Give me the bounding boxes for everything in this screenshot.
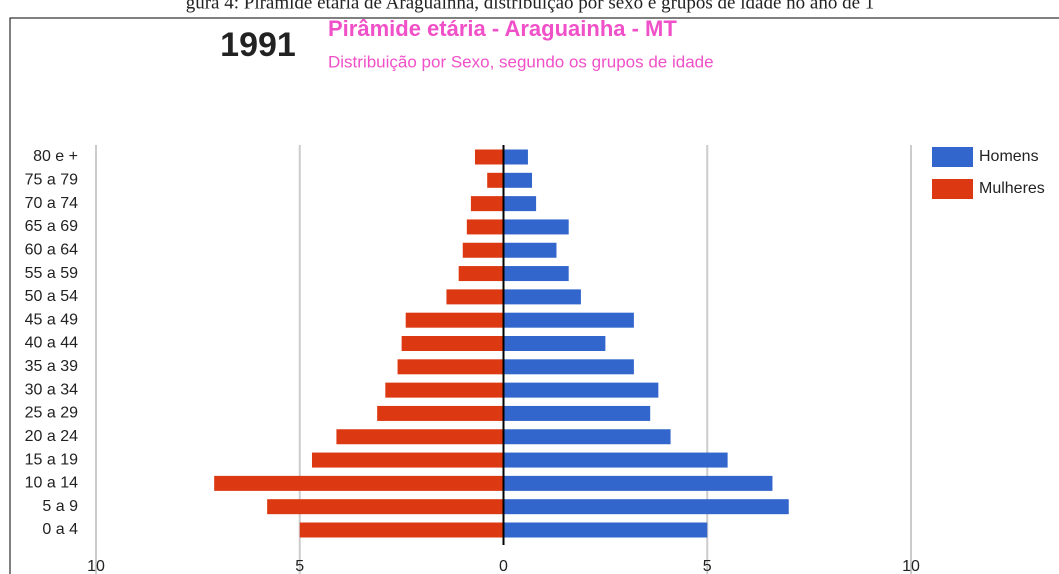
bar: [401, 336, 504, 351]
y-tick-label: 60 a 64: [25, 241, 78, 258]
bar: [503, 172, 533, 188]
bar: [503, 452, 728, 468]
y-tick-label: 0 a 4: [42, 521, 78, 538]
bar: [503, 196, 537, 212]
legend-swatch: [932, 179, 973, 199]
y-tick-label: 50 a 54: [25, 288, 78, 305]
frame: [9, 17, 1059, 574]
bar: [397, 359, 504, 375]
bar: [405, 312, 504, 328]
bar: [470, 196, 504, 212]
x-tick-label: 10: [902, 558, 920, 574]
bar: [503, 242, 557, 258]
legend-label: Mulheres: [979, 180, 1045, 197]
caption: gura 4: Pirâmide etária de Araguainha, d…: [186, 0, 875, 13]
x-tick-label: 5: [703, 558, 712, 574]
bar: [458, 266, 504, 282]
bar: [503, 499, 789, 515]
legend-label: Homens: [979, 148, 1039, 165]
bar: [267, 499, 504, 515]
bar: [336, 429, 504, 445]
y-tick-label: 35 a 39: [25, 358, 78, 375]
bar: [503, 219, 569, 235]
bar: [474, 149, 504, 165]
y-tick-label: 25 a 29: [25, 405, 78, 422]
y-tick-label: 5 a 9: [42, 498, 78, 515]
year: 1991: [220, 26, 296, 64]
y-tick-label: 20 a 24: [25, 428, 78, 445]
y-tick-label: 75 a 79: [25, 172, 78, 189]
chart-subtitle: Distribuição por Sexo, segundo os grupos…: [328, 52, 714, 71]
y-tick-label: 80 e +: [33, 148, 78, 165]
bar: [503, 149, 528, 165]
bar: [487, 172, 504, 188]
y-tick-label: 30 a 34: [25, 381, 78, 398]
legend-swatch: [932, 147, 973, 167]
bar: [503, 405, 651, 421]
bar: [446, 289, 504, 305]
y-tick-label: 45 a 49: [25, 311, 78, 328]
bar: [462, 242, 504, 258]
bar: [503, 359, 634, 375]
x-tick-label: 5: [295, 558, 304, 574]
x-tick-label: 10: [87, 558, 105, 574]
bar: [503, 475, 773, 491]
bar: [503, 522, 708, 538]
bar: [385, 382, 504, 398]
y-tick-label: 40 a 44: [25, 335, 78, 352]
bar: [503, 382, 659, 398]
bar: [503, 266, 569, 282]
bar: [311, 452, 504, 468]
bar: [466, 219, 504, 235]
chart-title: Pirâmide etária - Araguainha - MT: [328, 16, 677, 41]
y-tick-label: 55 a 59: [25, 265, 78, 282]
bar: [503, 429, 671, 445]
bar: [214, 475, 504, 491]
bar: [503, 289, 581, 305]
bar: [503, 312, 634, 328]
bar: [503, 336, 606, 351]
y-tick-label: 70 a 74: [25, 195, 78, 212]
y-tick-label: 15 a 19: [25, 451, 78, 468]
y-tick-label: 65 a 69: [25, 218, 78, 235]
y-tick-label: 10 a 14: [25, 475, 78, 492]
bar: [299, 522, 504, 538]
x-tick-label: 0: [499, 558, 508, 574]
bar: [377, 405, 504, 421]
